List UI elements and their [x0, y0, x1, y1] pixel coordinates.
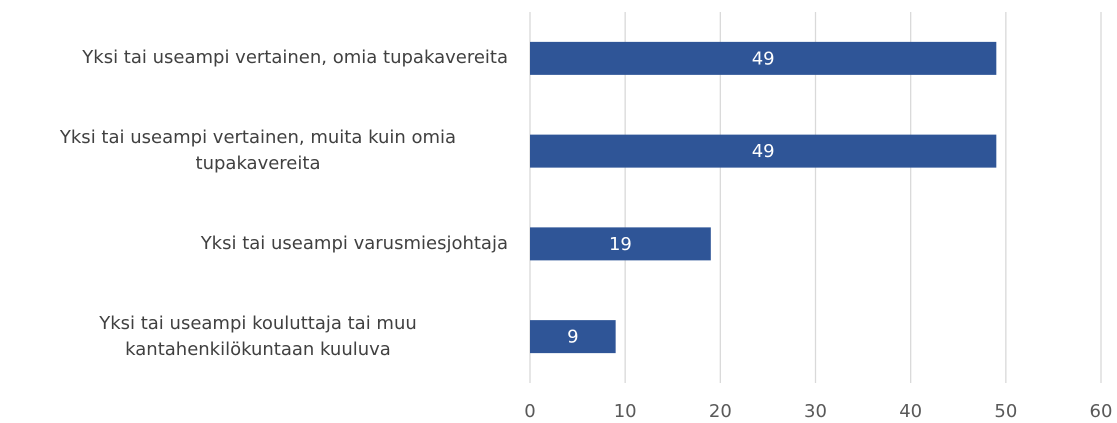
- y-tick-label: Yksi tai useampi vertainen, omia tupakav…: [82, 47, 508, 69]
- value-label: 19: [609, 234, 632, 255]
- value-label: 9: [567, 327, 578, 348]
- value-label: 49: [752, 48, 775, 69]
- x-tick-label: 0: [524, 401, 535, 422]
- category-label-box: Yksi tai useampi vertainen, omia tupakav…: [8, 45, 508, 71]
- y-tick-label: Yksi tai useampi varusmiesjohtaja: [200, 232, 508, 254]
- x-tick-label: 30: [804, 401, 827, 422]
- bar: [530, 41, 997, 75]
- x-tick-label: 60: [1090, 401, 1113, 422]
- value-label: 49: [752, 141, 775, 162]
- category-label-box: Yksi tai useampi varusmiesjohtaja: [8, 231, 508, 257]
- x-tick-label: 10: [614, 401, 637, 422]
- x-tick-label: 50: [994, 401, 1017, 422]
- bar: [530, 227, 711, 261]
- bar: [530, 134, 997, 168]
- x-tick-label: 20: [709, 401, 732, 422]
- x-tick-label: 40: [899, 401, 922, 422]
- bar: [530, 320, 616, 354]
- category-label-box: Yksi tai useampi kouluttaja tai muu kant…: [8, 311, 508, 363]
- y-tick-label: Yksi tai useampi kouluttaja tai muu kant…: [99, 312, 417, 360]
- category-label-box: Yksi tai useampi vertainen, muita kuin o…: [8, 125, 508, 177]
- y-tick-label: Yksi tai useampi vertainen, muita kuin o…: [59, 127, 457, 175]
